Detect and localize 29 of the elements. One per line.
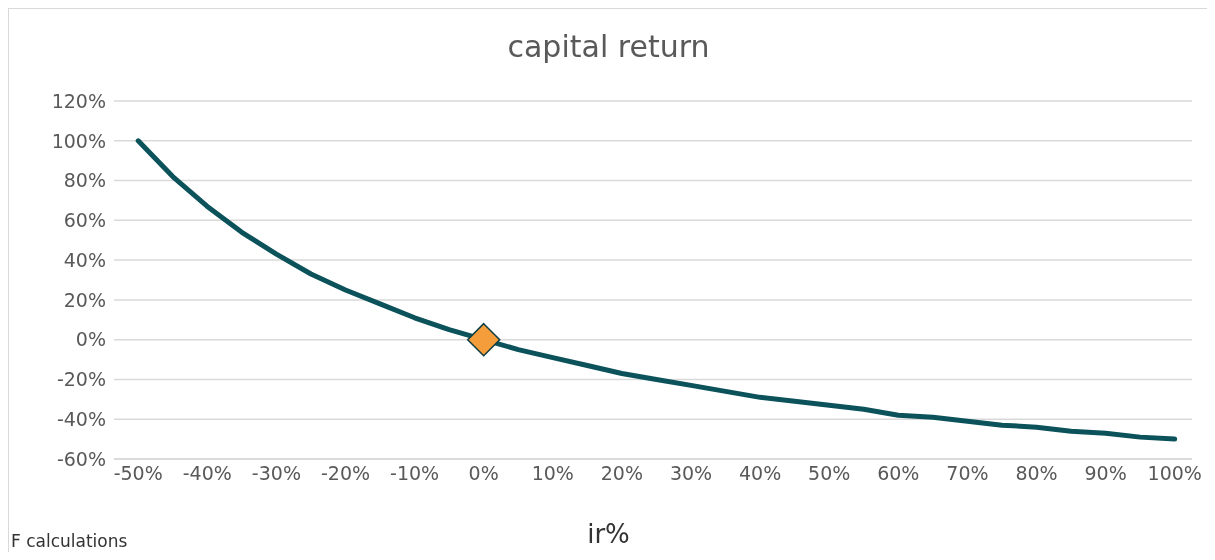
x-tick-label: 20% (600, 462, 644, 485)
x-tick-label: 30% (669, 462, 713, 485)
x-tick-label: 100% (1147, 462, 1202, 485)
y-tick-label: 60% (63, 209, 106, 232)
x-tick-label: 60% (877, 462, 920, 485)
y-tick-label: 80% (63, 169, 106, 192)
x-tick-label: -50% (113, 462, 163, 485)
x-tick-label: 10% (531, 462, 574, 485)
x-tick-label: 40% (738, 462, 782, 485)
y-tick-label: 120% (51, 89, 106, 112)
x-tick-label: -10% (390, 462, 440, 485)
y-tick-label: 0% (75, 328, 106, 351)
y-tick-label: 20% (63, 288, 106, 311)
chart-title: capital return (506, 29, 711, 64)
x-tick-label: 50% (808, 462, 851, 485)
x-tick-label: 70% (946, 462, 989, 485)
x-tick-label: -20% (320, 462, 371, 485)
x-tick-label: 0% (468, 462, 499, 485)
x-axis-title: ir% (587, 519, 630, 549)
x-tick-label: 90% (1084, 462, 1127, 485)
text: F calculations (11, 531, 128, 551)
x-tick-label: -40% (182, 462, 232, 485)
y-tick-label: -40% (56, 407, 106, 430)
y-tick-label: 100% (51, 129, 106, 152)
y-tick-label: -20% (56, 368, 106, 391)
x-tick-label: -30% (251, 462, 301, 485)
x-tick-label: 80% (1015, 462, 1058, 485)
y-tick-label: -60% (56, 447, 106, 470)
y-tick-label: 40% (63, 248, 106, 271)
